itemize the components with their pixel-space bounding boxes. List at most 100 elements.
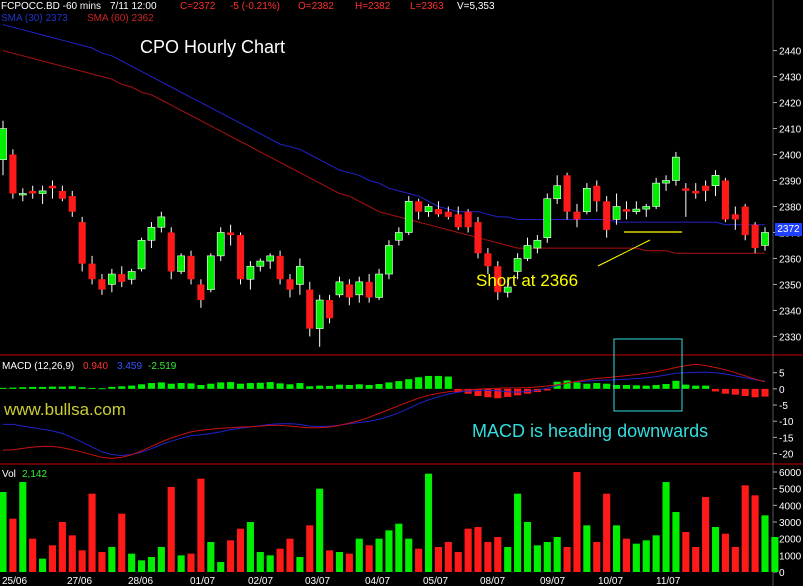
candle-body (68, 196, 76, 212)
macd-legend-signal: -2.519 (148, 361, 177, 372)
macd-hist-bar (246, 383, 254, 389)
candle-body (206, 255, 215, 290)
symbol-label: FCPOCC.BD -60 mins (1, 1, 102, 12)
price-tick-label: 2380 (779, 202, 802, 213)
volume-bar (702, 497, 710, 572)
macd-hist-bar (593, 383, 601, 389)
date-tick-label: 05/07 (423, 576, 448, 586)
watermark: www.bullsa.com (4, 400, 126, 419)
candle-body (612, 206, 621, 220)
macd-hist-bar (108, 386, 116, 389)
volume-bar (484, 542, 492, 572)
candle-body (523, 245, 532, 259)
candle-body (682, 188, 690, 191)
macd-hist-bar (711, 388, 720, 392)
macd-hist-bar (276, 383, 284, 389)
price-tick-label: 2360 (779, 254, 802, 265)
macd-hist-bar (642, 385, 650, 389)
candle-body (632, 208, 641, 212)
volume-bar (68, 535, 76, 572)
candle-body (741, 206, 749, 236)
macd-axis: 5 0 -5 -10 -15 -20 (773, 369, 794, 461)
candle-body (177, 255, 185, 272)
candle-body (98, 279, 106, 290)
volume-tick-label: 0 (779, 568, 785, 579)
candle-body (246, 265, 255, 280)
chart-title: CPO Hourly Chart (140, 37, 286, 57)
candle-body (484, 253, 492, 267)
volume-bar (98, 552, 106, 572)
volume-bar (9, 518, 17, 572)
volume-bar (137, 560, 146, 572)
volume-tick-label: 2000 (779, 535, 802, 546)
candle-body (404, 200, 413, 233)
macd-hist-bar (494, 388, 502, 399)
macd-tick-label: -15 (779, 433, 794, 444)
volume-bar (652, 535, 660, 572)
signal-line (2, 363, 766, 459)
volume-bar (19, 482, 27, 572)
macd-hist-bar (207, 383, 215, 389)
candle-body (533, 239, 542, 249)
candle-body (731, 214, 739, 220)
price-axis: 2330234023502360237023802390240024102420… (773, 47, 802, 343)
macd-hist-bar (563, 380, 571, 389)
short-annotation: Short at 2366 (476, 271, 579, 290)
volume-bar (236, 528, 245, 572)
volume-bar (286, 538, 294, 572)
volume-tick-label: 6000 (779, 468, 802, 479)
macd-hist-bar (128, 385, 136, 389)
price-tick-label: 2410 (779, 125, 802, 136)
macd-hist-bar (622, 384, 631, 389)
macd-hist-bar (612, 384, 621, 389)
candlesticks (0, 120, 769, 347)
candle-body (326, 300, 334, 319)
macd-hist-bar (58, 386, 66, 389)
macd-hist-bar (177, 383, 185, 389)
volume-bar (622, 538, 631, 572)
volume-bar (672, 512, 680, 572)
date-tick-label: 28/06 (128, 576, 153, 586)
candle-body (543, 198, 552, 238)
volume-bar (573, 472, 581, 572)
volume-bar (326, 550, 334, 572)
candle-body (187, 255, 195, 280)
volume-bar (692, 547, 700, 572)
macd-hist-bar (78, 387, 86, 389)
candle-body (355, 281, 364, 296)
macd-hist-bar (137, 384, 146, 389)
volume-bar (454, 552, 462, 572)
macd-hist-bar (692, 385, 700, 389)
candle-body (642, 206, 651, 210)
high-label: H=2382 (355, 1, 391, 12)
candle-body (751, 224, 759, 249)
price-tick-label: 2430 (779, 73, 802, 84)
macd-hist-bar (672, 380, 680, 389)
candle-body (711, 175, 720, 187)
macd-hist-bar (236, 383, 245, 389)
volume-bar (39, 558, 47, 572)
annotation-shapes (597, 231, 683, 412)
candle-body (78, 222, 86, 264)
volume-bar (474, 527, 482, 572)
volume-bar (78, 550, 86, 572)
macd-hist-bar (761, 388, 769, 397)
volume-bar (207, 542, 215, 572)
macd-hist-bar (731, 388, 739, 395)
macd-hist-bar (266, 382, 274, 389)
sma-lines (2, 24, 765, 254)
candle-body (306, 289, 314, 329)
volume-bar (316, 488, 324, 572)
sma60-legend: SMA (60) 2362 (87, 13, 154, 24)
candle-body (256, 260, 265, 267)
volume-bar (365, 545, 373, 572)
macd-hist-bar (118, 386, 126, 389)
candle-body (197, 284, 205, 301)
volume-bar (385, 530, 393, 572)
volume-bar (345, 553, 353, 572)
macd-hist-bar (583, 383, 591, 389)
volume-bar (187, 553, 195, 572)
candle-body (454, 214, 462, 228)
volume-bar (217, 562, 225, 572)
